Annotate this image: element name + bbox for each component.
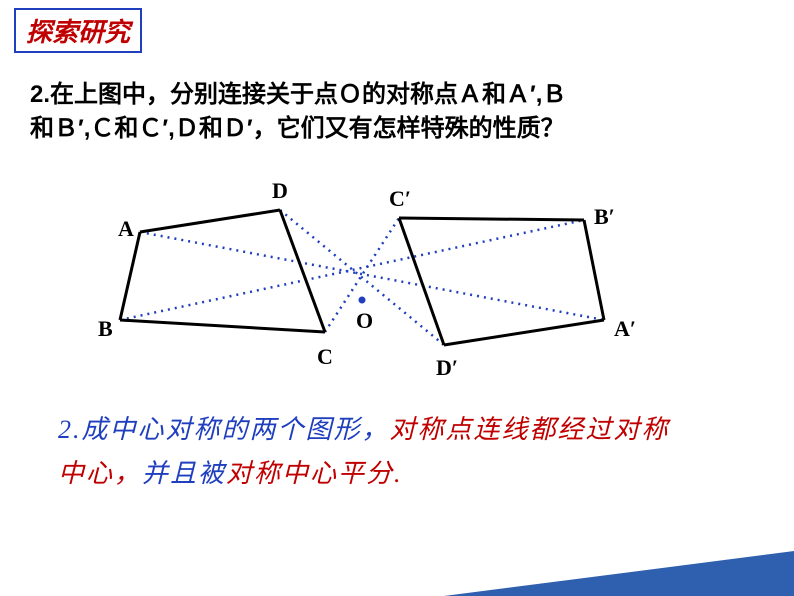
corner-decoration — [444, 551, 794, 596]
answer-p6: 对称中心平分. — [226, 459, 403, 488]
question-line2: 和Ｂ′,Ｃ和Ｃ′,Ｄ和Ｄ′，它们又有怎样特殊的性质？ — [30, 115, 565, 142]
section-header-text: 探索研究 — [26, 18, 130, 47]
vertex-label-B: B — [98, 316, 113, 342]
vertex-label-Ap: A′ — [614, 316, 636, 342]
vertex-label-A: A — [118, 216, 134, 242]
answer-p3: 对称 — [614, 415, 670, 444]
answer-p5: 并且被 — [142, 459, 226, 488]
answer-p1: 成中心对称的两个图形， — [82, 415, 390, 444]
diagram-svg — [100, 170, 670, 380]
answer-p4: 中心， — [58, 459, 142, 488]
vertex-label-Bp: B′ — [594, 204, 615, 230]
vertex-label-Cp: C′ — [389, 186, 411, 212]
vertex-label-D: D — [272, 178, 288, 204]
answer-text: 2.成中心对称的两个图形，对称点连线都经过对称 中心，并且被对称中心平分. — [58, 408, 734, 496]
geometry-diagram: A B C D O A′ B′ C′ D′ — [100, 170, 670, 380]
question-text: 2.在上图中，分别连接关于点Ｏ的对称点Ａ和Ａ′,Ｂ 和Ｂ′,Ｃ和Ｃ′,Ｄ和Ｄ′，… — [30, 78, 764, 145]
answer-p2: 对称点连线都经过 — [390, 415, 614, 444]
vertex-label-O: O — [356, 308, 373, 334]
vertex-label-C: C — [317, 344, 333, 370]
section-header: 探索研究 — [14, 8, 142, 53]
vertex-label-Dp: D′ — [436, 355, 458, 381]
question-line1: 2.在上图中，分别连接关于点Ｏ的对称点Ａ和Ａ′,Ｂ — [30, 81, 566, 108]
answer-num: 2. — [58, 415, 82, 444]
